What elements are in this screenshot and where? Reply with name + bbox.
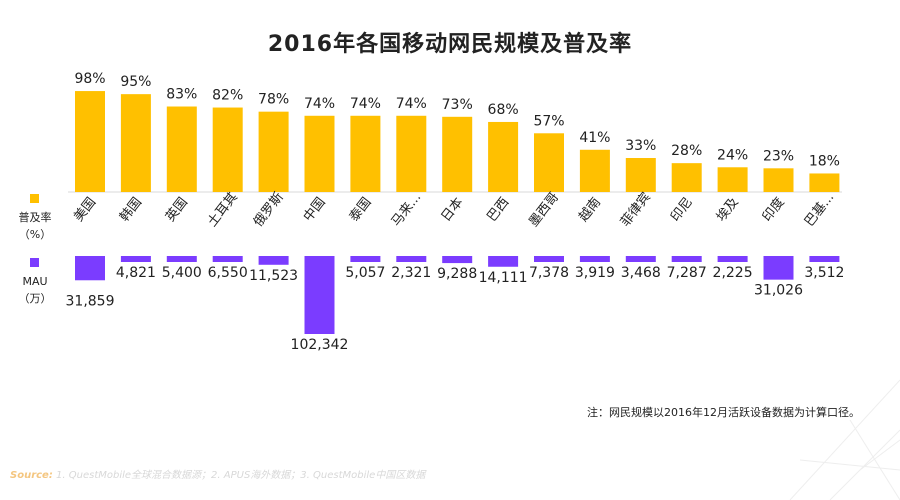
penetration-label: 74% bbox=[396, 96, 427, 112]
legend-swatch-penetration bbox=[30, 194, 39, 203]
mau-label: 6,550 bbox=[208, 265, 248, 281]
penetration-bar bbox=[534, 133, 564, 192]
penetration-label: 95% bbox=[120, 74, 151, 90]
mau-label: 31,026 bbox=[754, 283, 803, 299]
category-label: 泰国 bbox=[347, 195, 375, 225]
penetration-label: 24% bbox=[717, 147, 748, 163]
mau-label: 2,225 bbox=[713, 265, 753, 281]
mau-bar bbox=[396, 256, 427, 262]
penetration-bar bbox=[809, 173, 840, 192]
mau-label: 31,859 bbox=[66, 293, 115, 309]
mau-label: 3,919 bbox=[575, 265, 615, 281]
category-label: 美国 bbox=[71, 195, 99, 225]
source-line: Source: 1. QuestMobile全球混合数据源；2. APUS海外数… bbox=[10, 466, 425, 481]
mau-label: 4,821 bbox=[116, 265, 156, 281]
category-label: 墨西哥 bbox=[526, 190, 562, 230]
mau-bar bbox=[671, 256, 702, 262]
mau-bar bbox=[763, 256, 794, 280]
penetration-bar bbox=[763, 168, 794, 192]
source-label: Source: bbox=[10, 470, 53, 481]
legend-swatch-mau bbox=[30, 258, 39, 267]
mau-bar bbox=[488, 256, 519, 267]
legend-label-penetration: 普及率 bbox=[19, 210, 52, 224]
category-label: 俄罗斯 bbox=[251, 190, 287, 230]
mau-label: 7,378 bbox=[529, 265, 569, 281]
category-label: 日本 bbox=[439, 195, 467, 225]
mau-bar bbox=[625, 256, 656, 262]
mau-label: 5,400 bbox=[162, 265, 202, 281]
legend-unit-penetration: （%） bbox=[19, 228, 51, 241]
category-label: 中国 bbox=[301, 195, 329, 225]
penetration-bar bbox=[625, 158, 656, 192]
category-label: 马来... bbox=[389, 190, 424, 229]
penetration-label: 73% bbox=[442, 97, 473, 113]
penetration-bar bbox=[396, 115, 427, 192]
penetration-label: 83% bbox=[166, 87, 197, 103]
mau-label: 2,321 bbox=[391, 265, 431, 281]
penetration-bar bbox=[304, 115, 335, 192]
mau-label: 5,057 bbox=[345, 265, 385, 281]
chart-note: 注：网民规模以2016年12月活跃设备数据为计算口径。 bbox=[587, 406, 860, 419]
penetration-bar bbox=[350, 115, 381, 192]
penetration-bar bbox=[717, 167, 748, 192]
penetration-label: 98% bbox=[74, 71, 105, 87]
penetration-bar bbox=[671, 163, 702, 192]
mau-bar bbox=[809, 256, 840, 262]
penetration-label: 41% bbox=[579, 130, 610, 146]
penetration-label: 18% bbox=[809, 153, 840, 169]
penetration-label: 78% bbox=[258, 92, 289, 108]
mau-bar bbox=[212, 256, 243, 262]
penetration-label: 28% bbox=[671, 143, 702, 159]
penetration-bar bbox=[120, 94, 151, 192]
penetration-bar bbox=[258, 111, 289, 192]
mau-label: 102,342 bbox=[291, 337, 349, 353]
category-label: 埃及 bbox=[714, 195, 742, 225]
penetration-bar bbox=[212, 107, 243, 192]
mau-bar bbox=[166, 256, 197, 262]
category-label: 印度 bbox=[759, 194, 788, 224]
penetration-bar bbox=[166, 106, 197, 192]
category-label: 巴西 bbox=[484, 195, 512, 225]
penetration-bar bbox=[442, 116, 473, 192]
source-text: 1. QuestMobile全球混合数据源；2. APUS海外数据；3. Que… bbox=[56, 470, 426, 481]
penetration-label: 82% bbox=[212, 88, 243, 104]
mau-bar bbox=[120, 256, 151, 262]
chart-title: 2016年各国移动网民规模及普及率 bbox=[267, 32, 633, 57]
mau-label: 3,512 bbox=[804, 265, 844, 281]
legend-unit-mau: （万） bbox=[19, 292, 52, 305]
mau-bar bbox=[579, 256, 610, 262]
category-label: 英国 bbox=[163, 195, 191, 225]
penetration-bar bbox=[75, 91, 105, 192]
penetration-label: 23% bbox=[763, 148, 794, 164]
mau-label: 3,468 bbox=[621, 265, 661, 281]
penetration-bar bbox=[488, 121, 519, 192]
penetration-bar bbox=[579, 149, 610, 192]
category-label: 巴基... bbox=[802, 190, 837, 229]
category-label: 菲律宾 bbox=[617, 189, 654, 230]
penetration-label: 68% bbox=[488, 102, 519, 118]
penetration-label: 57% bbox=[533, 113, 564, 129]
legend-label-mau: MAU bbox=[22, 275, 47, 288]
mau-label: 7,287 bbox=[667, 265, 707, 281]
mau-bar bbox=[442, 256, 473, 264]
mau-label: 9,288 bbox=[437, 266, 477, 282]
category-label: 印尼 bbox=[668, 195, 696, 225]
penetration-label: 33% bbox=[625, 138, 656, 154]
mau-bar bbox=[350, 256, 381, 262]
mau-bar bbox=[75, 256, 105, 281]
mau-bar bbox=[258, 256, 289, 265]
mau-bar bbox=[304, 256, 335, 334]
category-label: 土耳其 bbox=[205, 190, 241, 230]
mau-label: 14,111 bbox=[479, 270, 528, 286]
mau-bar bbox=[717, 256, 748, 262]
mau-bar bbox=[534, 256, 564, 262]
category-label: 韩国 bbox=[117, 195, 145, 225]
category-label: 越南 bbox=[575, 194, 604, 224]
penetration-label: 74% bbox=[304, 96, 335, 112]
penetration-label: 74% bbox=[350, 96, 381, 112]
mau-label: 11,523 bbox=[249, 268, 298, 284]
